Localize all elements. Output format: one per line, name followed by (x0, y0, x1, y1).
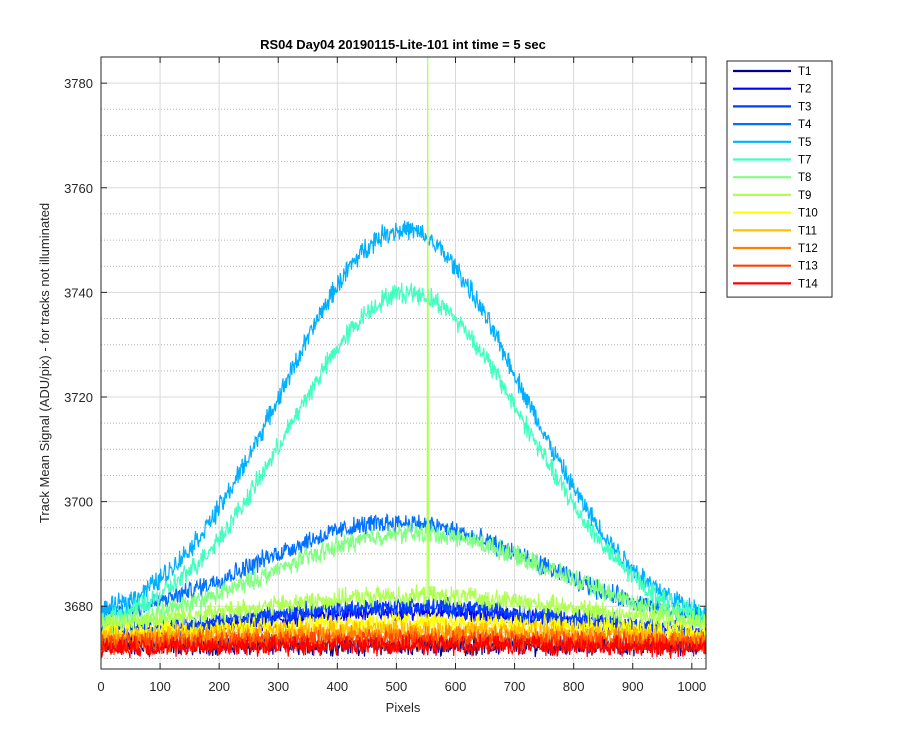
series-group (100, 56, 707, 659)
series-line-t8 (100, 523, 707, 633)
legend-label-t2: T2 (798, 84, 811, 96)
y-tick-label: 3720 (64, 390, 93, 405)
legend-label-t13: T13 (798, 261, 818, 273)
series-line-t7 (100, 282, 707, 630)
y-tick-label: 3760 (64, 181, 93, 196)
x-tick-label: 100 (149, 679, 171, 694)
legend: T1 T2 T3 T4 T5 T7 T8 T9 T10 T11 T12 T13 T14 (726, 60, 833, 298)
series-line-t14 (100, 633, 707, 659)
legend-label-t10: T10 (798, 208, 818, 220)
y-tick-label: 3680 (64, 599, 93, 614)
x-tick-label: 0 (97, 679, 104, 694)
legend-label-t5: T5 (798, 137, 811, 149)
legend-label-t3: T3 (798, 101, 811, 113)
x-tick-label: 500 (386, 679, 408, 694)
series-line-t3 (100, 596, 707, 642)
series-line-t5 (100, 220, 707, 622)
x-tick-label: 300 (267, 679, 289, 694)
legend-label-t12: T12 (798, 243, 818, 255)
legend-box (726, 60, 833, 298)
x-tick-label: 900 (622, 679, 644, 694)
legend-label-t4: T4 (798, 119, 812, 131)
legend-label-t7: T7 (798, 155, 811, 167)
y-tick-label: 3700 (64, 495, 93, 510)
y-tick-label: 3740 (64, 285, 93, 300)
ticks: 0 100 200 300 400 500 600 700 800 900 1000 3680 3700… (64, 57, 706, 694)
legend-label-t1: T1 (798, 66, 811, 78)
legend-label-t11: T11 (798, 225, 817, 237)
grid (100, 56, 706, 669)
chart-title: RS04 Day04 20190115-Lite-101 int time = … (260, 37, 546, 52)
y-axis-label: Track Mean Signal (ADU/pix) - for tracks… (37, 203, 52, 523)
legend-label-t8: T8 (798, 172, 811, 184)
legend-label-t9: T9 (798, 190, 811, 202)
x-axis-label: Pixels (386, 700, 421, 715)
x-tick-label: 400 (326, 679, 348, 694)
x-tick-label: 1000 (677, 679, 706, 694)
plot-frame (100, 56, 707, 670)
x-tick-label: 600 (445, 679, 467, 694)
series-line-t9 (100, 56, 707, 634)
y-tick-label: 3780 (64, 76, 93, 91)
x-tick-label: 700 (504, 679, 526, 694)
legend-label-t14: T14 (798, 278, 818, 290)
x-tick-label: 200 (208, 679, 230, 694)
x-tick-label: 800 (563, 679, 585, 694)
